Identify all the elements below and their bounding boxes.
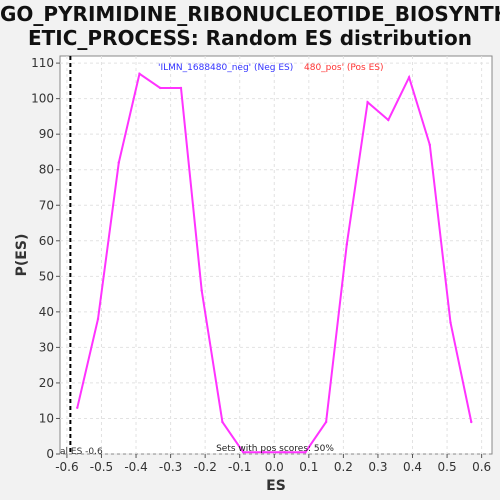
x-axis-ticks: -0.6 -0.5 -0.4 -0.3 -0.2 -0.1 0.0 0.1 0.2 0.3 0.4 0… bbox=[55, 454, 491, 474]
x-tick-label: -0.1 bbox=[228, 460, 251, 474]
data-point bbox=[428, 143, 431, 147]
x-tick-label: -0.5 bbox=[90, 460, 113, 474]
x-tick-label: 0.2 bbox=[334, 460, 353, 474]
x-tick-label: 0.4 bbox=[403, 460, 422, 474]
chart-title: GO_PYRIMIDINE_RIBONUCLEOTIDE_BIOSYNTH ET… bbox=[0, 2, 500, 50]
x-tick-label: 0.6 bbox=[472, 460, 491, 474]
plot-area bbox=[59, 55, 493, 455]
data-point bbox=[387, 118, 390, 122]
legend-neg-label: 'ILMN_1688480_neg' (Neg ES) bbox=[158, 63, 293, 73]
x-axis-label: ES bbox=[266, 478, 286, 494]
y-tick-label: 50 bbox=[39, 269, 54, 283]
y-tick-label: 80 bbox=[39, 163, 54, 177]
data-point bbox=[449, 321, 452, 324]
y-tick-label: 10 bbox=[39, 411, 54, 425]
data-point bbox=[117, 161, 120, 164]
data-point bbox=[96, 317, 100, 321]
actual-es-label: al ES -0.6 bbox=[60, 447, 103, 457]
data-point bbox=[179, 86, 183, 90]
data-point bbox=[304, 451, 307, 454]
y-tick-label: 90 bbox=[39, 127, 54, 141]
y-tick-label: 60 bbox=[39, 234, 54, 248]
y-tick-label: 30 bbox=[39, 340, 54, 354]
y-tick-label: 20 bbox=[39, 376, 54, 390]
data-point bbox=[366, 100, 369, 104]
data-point bbox=[200, 289, 203, 292]
y-tick-label: 40 bbox=[39, 305, 54, 319]
data-point bbox=[283, 451, 286, 454]
chart-title-line2: ETIC_PROCESS: Random ES distribution bbox=[27, 26, 473, 50]
x-tick-label: 0.3 bbox=[368, 460, 387, 474]
data-point bbox=[324, 420, 328, 424]
x-tick-label: -0.3 bbox=[159, 460, 182, 474]
data-point bbox=[262, 451, 266, 454]
data-point bbox=[159, 86, 162, 90]
series-group bbox=[76, 72, 473, 454]
x-tick-label: 0.1 bbox=[299, 460, 318, 474]
y-axis-ticks: 0 10 20 30 40 50 60 70 80 90 100 110 bbox=[31, 56, 60, 461]
data-point bbox=[221, 420, 224, 424]
legend-pos-label: 480_pos' (Pos ES) bbox=[304, 63, 384, 73]
y-tick-label: 100 bbox=[31, 92, 54, 106]
x-tick-label: -0.2 bbox=[193, 460, 216, 474]
chart-title-line1: GO_PYRIMIDINE_RIBONUCLEOTIDE_BIOSYNTH bbox=[0, 2, 500, 26]
x-tick-label: -0.4 bbox=[124, 460, 147, 474]
grid bbox=[60, 56, 492, 455]
data-point bbox=[345, 243, 349, 246]
x-tick-label: 0.5 bbox=[438, 460, 457, 474]
x-tick-label: 0.0 bbox=[265, 460, 284, 474]
data-point bbox=[76, 406, 79, 410]
y-tick-label: 70 bbox=[39, 198, 54, 212]
x-tick-label: -0.6 bbox=[55, 460, 78, 474]
footer-note: Sets with pos scores: 50% bbox=[216, 444, 334, 454]
y-axis-label: P(ES) bbox=[14, 234, 30, 277]
y-tick-label: 0 bbox=[46, 447, 54, 461]
data-point bbox=[138, 72, 141, 75]
y-tick-label: 110 bbox=[31, 56, 54, 70]
data-point bbox=[470, 420, 473, 424]
series-line bbox=[76, 72, 473, 454]
data-point bbox=[407, 76, 411, 79]
data-point bbox=[241, 451, 245, 454]
